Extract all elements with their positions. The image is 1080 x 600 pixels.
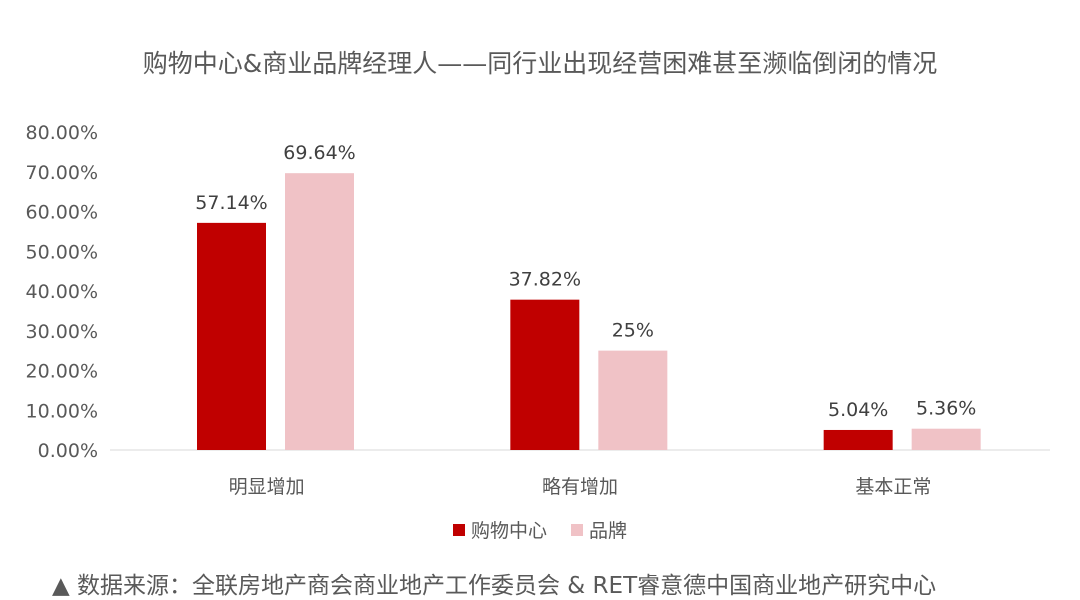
bar xyxy=(911,428,981,450)
y-tick-label: 40.00% xyxy=(26,281,98,303)
legend-swatch xyxy=(571,523,584,536)
y-tick-label: 0.00% xyxy=(38,440,98,462)
source-note: ▲ 数据来源：全联房地产商会商业地产工作委员会 & RET睿意德中国商业地产研究… xyxy=(52,573,937,599)
y-tick-label: 30.00% xyxy=(26,321,98,343)
x-tick-label: 基本正常 xyxy=(855,476,931,498)
x-tick-label: 明显增加 xyxy=(229,476,305,498)
y-tick-label: 20.00% xyxy=(26,361,98,383)
legend-item-brand: 品牌 xyxy=(571,516,627,543)
y-tick-label: 60.00% xyxy=(26,202,98,224)
bar xyxy=(510,299,580,450)
bar xyxy=(197,222,266,450)
data-label: 25% xyxy=(612,320,654,342)
y-tick-label: 80.00% xyxy=(26,122,98,144)
legend-label: 购物中心 xyxy=(470,520,547,542)
data-label: 5.36% xyxy=(916,398,976,420)
chart-title: 购物中心&商业品牌经理人——同行业出现经营困难甚至濒临倒闭的情况 xyxy=(142,49,938,78)
y-tick-label: 50.00% xyxy=(26,241,98,263)
bar xyxy=(823,429,893,450)
data-label: 57.14% xyxy=(195,192,267,214)
data-label: 5.04% xyxy=(828,399,888,421)
y-tick-label: 10.00% xyxy=(26,400,98,422)
legend: 购物中心 品牌 xyxy=(0,516,1080,543)
legend-item-shopping-center: 购物中心 xyxy=(452,516,547,543)
bar xyxy=(598,350,668,450)
legend-swatch xyxy=(452,523,465,536)
data-label: 69.64% xyxy=(283,142,355,164)
legend-label: 品牌 xyxy=(589,520,628,542)
bar xyxy=(285,173,354,450)
data-label: 37.82% xyxy=(509,269,581,291)
y-tick-label: 70.00% xyxy=(26,162,98,184)
x-tick-label: 略有增加 xyxy=(542,476,618,498)
